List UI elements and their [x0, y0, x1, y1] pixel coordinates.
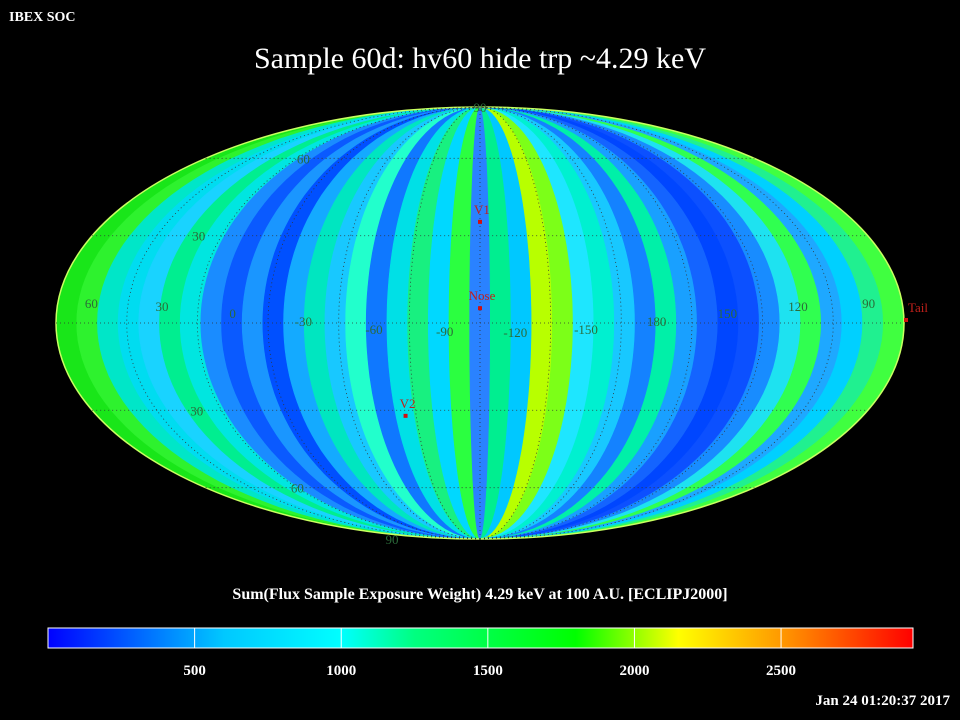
- colorbar-tick-label: 1500: [473, 663, 503, 679]
- meridian-line: [479, 106, 764, 540]
- colorbar-tick-label: 1000: [326, 663, 356, 679]
- marker-nose-dot: [478, 306, 482, 311]
- coordinate-grid: [55, 106, 905, 540]
- colorbar-gradient: [47, 627, 914, 649]
- latitude-label: 30: [190, 403, 203, 418]
- marker-V1-dot: [478, 219, 482, 224]
- longitude-label: -120: [503, 325, 527, 340]
- longitude-label: 30: [156, 299, 169, 314]
- latitude-label: 90: [386, 532, 399, 547]
- longitude-label: -150: [574, 322, 598, 337]
- longitude-label: -60: [365, 322, 382, 337]
- colorbar-tick-label: 500: [183, 663, 206, 679]
- longitude-label: 60: [85, 296, 98, 311]
- marker-V1-label: V1: [474, 202, 490, 217]
- meridian-line: [126, 106, 481, 540]
- grid-labels: 90 60 30 30 60 90 60 30 0 -30 -60 -90 -120 -150 180 150…: [85, 100, 875, 547]
- map-markers: V1 Nose V2 Tail: [400, 202, 928, 418]
- longitude-label: 180: [647, 314, 667, 329]
- colorbar-caption: Sum(Flux Sample Exposure Weight) 4.29 ke…: [232, 586, 728, 603]
- meridian-line: [338, 106, 481, 540]
- colorbar-tick-label: 2000: [619, 663, 649, 679]
- marker-V2-dot: [403, 413, 408, 418]
- timestamp: Jan 24 01:20:37 2017: [815, 693, 950, 709]
- marker-nose-label: Nose: [469, 288, 496, 303]
- colorbar-tick-label: 2500: [766, 663, 796, 679]
- marker-tail-label: Tail: [908, 300, 928, 315]
- longitude-label: 90: [862, 296, 875, 311]
- latitude-label: 60: [291, 481, 304, 496]
- marker-V2-label: V2: [400, 396, 416, 411]
- colorbar: 500 1000 1500 2000 2500: [47, 627, 914, 679]
- meridian-line: [479, 106, 622, 540]
- agency-label: IBEX SOC: [9, 10, 76, 25]
- latitude-label: 90: [474, 100, 487, 115]
- figure-title: Sample 60d: hv60 hide trp ~4.29 keV: [253, 42, 706, 75]
- longitude-label: 0: [229, 306, 236, 321]
- latitude-label: 60: [297, 151, 310, 166]
- latitude-label: 30: [192, 229, 205, 244]
- marker-tail-dot: [904, 318, 908, 322]
- meridian-line: [196, 106, 481, 540]
- longitude-label: 150: [718, 306, 738, 321]
- longitude-label: -90: [436, 324, 453, 339]
- longitude-label: -30: [295, 314, 312, 329]
- meridian-line: [479, 106, 834, 540]
- longitude-label: 120: [788, 299, 808, 314]
